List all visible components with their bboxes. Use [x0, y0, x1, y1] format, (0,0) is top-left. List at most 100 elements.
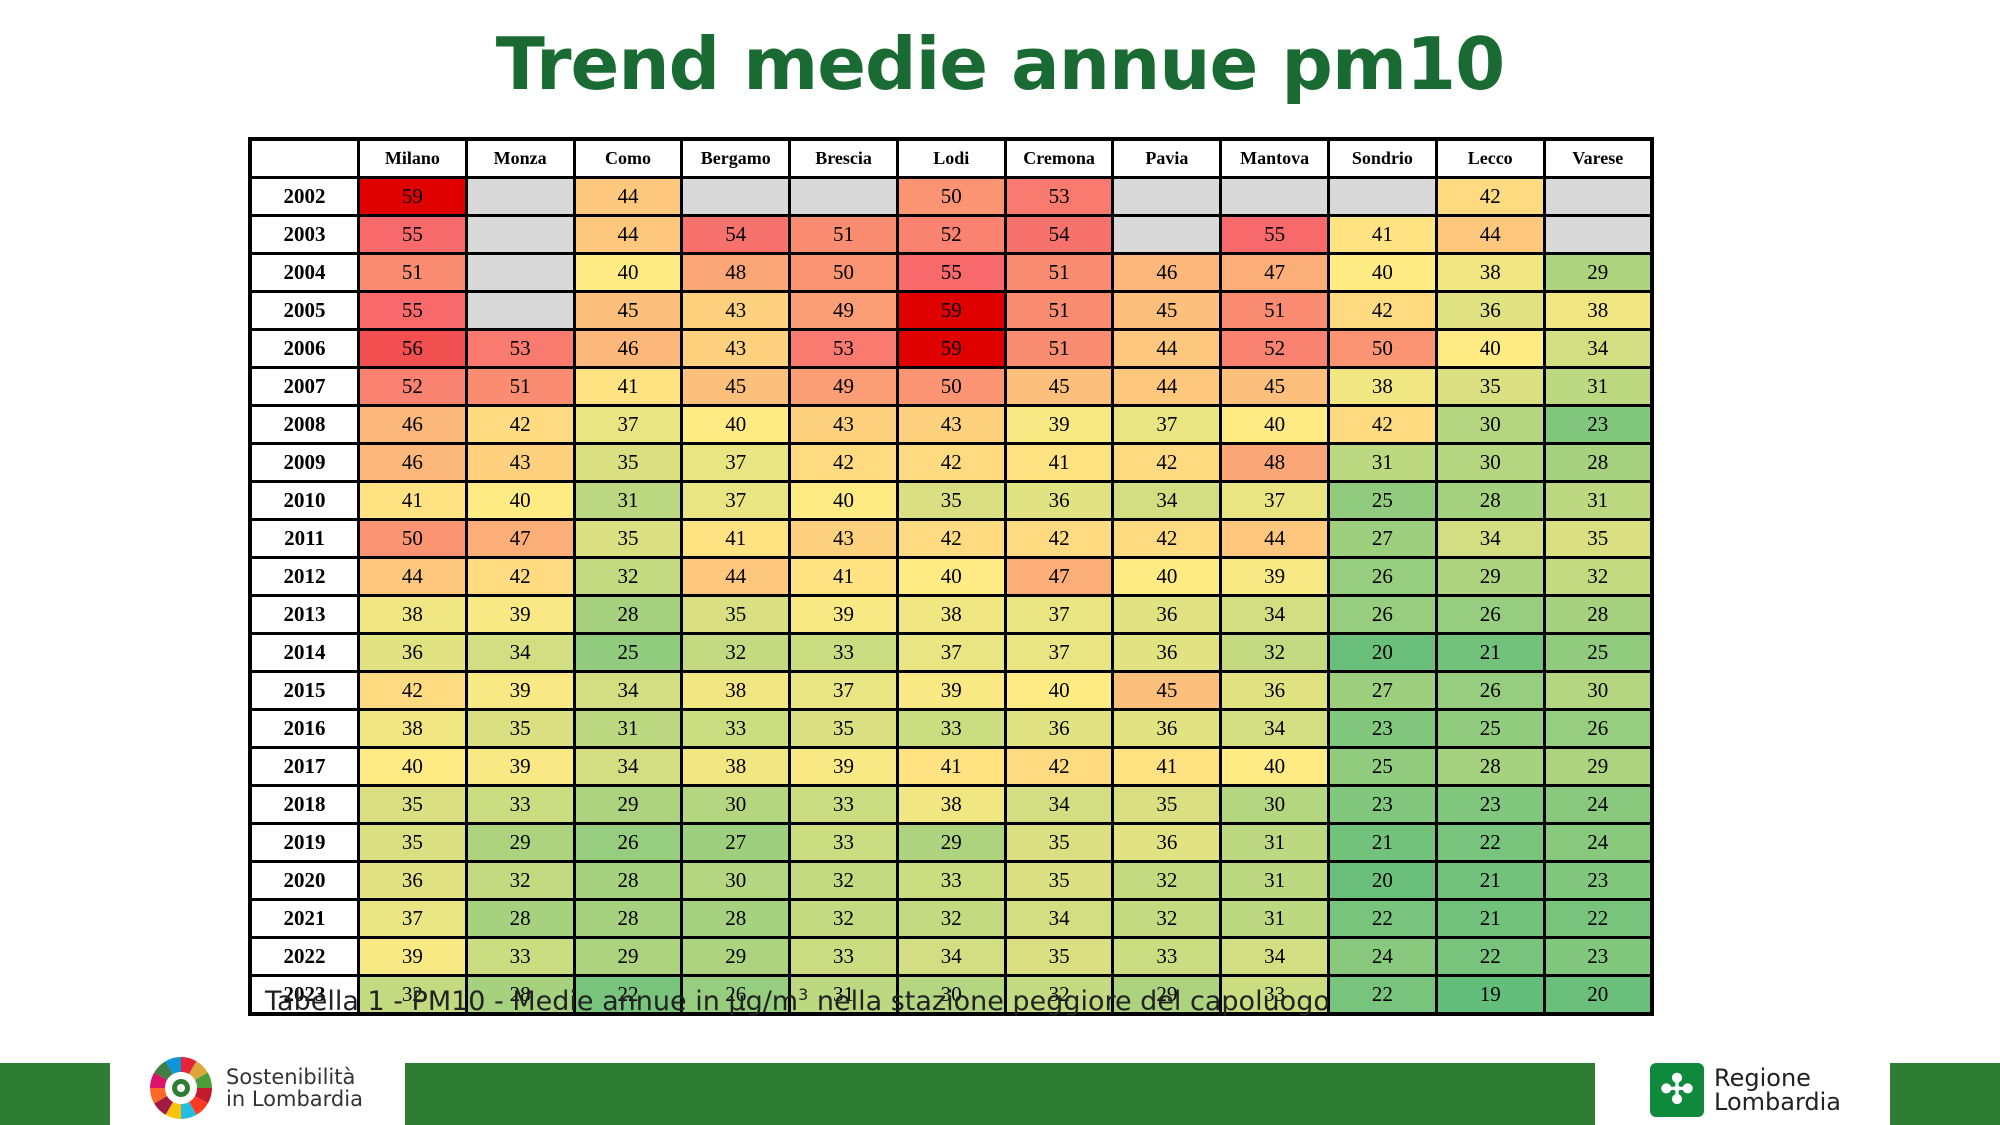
- heatmap-cell: 41: [1003, 442, 1115, 483]
- heatmap-cell: 36: [1434, 290, 1546, 331]
- table-row: 2004 51 40 48 50 55 51 46 47 40 38 29: [248, 252, 1654, 293]
- heatmap-cell: 39: [464, 746, 576, 787]
- heatmap-cell: 44: [572, 176, 684, 217]
- table-row: 2009 46 43 35 37 42 42 41 42 48 31 30 28: [248, 442, 1654, 483]
- heatmap-cell: 37: [1111, 404, 1223, 445]
- column-header-lecco: Lecco: [1434, 137, 1546, 179]
- heatmap-cell: 53: [788, 328, 899, 369]
- heatmap-cell: 59: [357, 176, 468, 217]
- heatmap-cell: 42: [895, 442, 1007, 483]
- heatmap-cell: [1542, 176, 1654, 217]
- heatmap-cell: 25: [572, 632, 684, 673]
- heatmap-cell: 28: [1434, 746, 1546, 787]
- heatmap-cell: [1542, 214, 1654, 255]
- heatmap-cell: 40: [464, 480, 576, 521]
- table-row: 2005 55 45 43 49 59 51 45 51 42 36 38: [248, 290, 1654, 331]
- column-header-como: Como: [572, 137, 684, 179]
- year-label: 2021: [248, 898, 360, 939]
- heatmap-cell: [1219, 176, 1331, 217]
- year-label: 2023: [248, 974, 360, 1016]
- heatmap-cell: 45: [572, 290, 684, 331]
- heatmap-cell: 45: [1111, 670, 1223, 711]
- heatmap-cell: 22: [1434, 822, 1546, 863]
- heatmap-cell: 26: [1327, 594, 1438, 635]
- heatmap-cell: 26: [1327, 556, 1438, 597]
- heatmap-cell: 55: [1219, 214, 1331, 255]
- table-caption: Tabella 1 - PM10 - Medie annue in µg/m3 …: [265, 985, 1330, 1017]
- heatmap-cell: 36: [1111, 822, 1223, 863]
- heatmap-cell: 40: [357, 746, 468, 787]
- heatmap-cell: 39: [464, 594, 576, 635]
- heatmap-cell: 33: [1219, 974, 1331, 1016]
- heatmap-cell: 28: [1434, 480, 1546, 521]
- heatmap-cell: 52: [1219, 328, 1331, 369]
- heatmap-cell: 30: [680, 860, 792, 901]
- heatmap-cell: 22: [1327, 974, 1438, 1016]
- heatmap-cell: 35: [895, 480, 1007, 521]
- heatmap-cell: 31: [572, 708, 684, 749]
- footer-bar-left: [0, 1063, 110, 1125]
- heatmap-cell: 37: [788, 670, 899, 711]
- heatmap-cell: [464, 176, 576, 217]
- heatmap-cell: 29: [1434, 556, 1546, 597]
- heatmap-cell: 34: [572, 670, 684, 711]
- heatmap-cell: 32: [788, 898, 899, 939]
- heatmap-cell: 45: [1219, 366, 1331, 407]
- logo-right-line1: Regione: [1714, 1064, 1811, 1092]
- column-header-monza: Monza: [464, 137, 576, 179]
- heatmap-cell: 46: [357, 442, 468, 483]
- heatmap-cell: 35: [1003, 860, 1115, 901]
- year-label: 2017: [248, 746, 360, 787]
- heatmap-cell: 39: [788, 594, 899, 635]
- heatmap-cell: [680, 176, 792, 217]
- heatmap-cell: 56: [357, 328, 468, 369]
- heatmap-cell: 26: [1434, 670, 1546, 711]
- heatmap-cell: 46: [1111, 252, 1223, 293]
- heatmap-cell: 34: [1003, 898, 1115, 939]
- column-header-milano: Milano: [357, 137, 468, 179]
- heatmap-cell: 31: [788, 974, 899, 1016]
- heatmap-cell: 40: [1219, 404, 1331, 445]
- table-row: 2016 38 35 31 33 35 33 36 36 34 23 25 26: [248, 708, 1654, 749]
- heatmap-cell: 23: [1434, 784, 1546, 825]
- heatmap-cell: 45: [1111, 290, 1223, 331]
- heatmap-cell: 23: [1327, 708, 1438, 749]
- heatmap-cell: 29: [572, 936, 684, 977]
- heatmap-cell: 20: [1327, 860, 1438, 901]
- heatmap-cell: 35: [357, 784, 468, 825]
- heatmap-cell: 39: [464, 670, 576, 711]
- heatmap-cell: 44: [357, 556, 468, 597]
- heatmap-cell: 47: [1003, 556, 1115, 597]
- heatmap-cell: 49: [788, 366, 899, 407]
- column-header-varese: Varese: [1542, 137, 1654, 179]
- table-row: 2022 39 33 29 29 33 34 35 33 34 24 22 23: [248, 936, 1654, 977]
- sostenibilita-logo: Sostenibilità in Lombardia: [148, 1055, 363, 1121]
- heatmap-cell: 23: [1542, 404, 1654, 445]
- logo-right-line2: Lombardia: [1714, 1088, 1842, 1116]
- heatmap-cell: 59: [895, 328, 1007, 369]
- table-row: 2019 35 29 26 27 33 29 35 36 31 21 22 24: [248, 822, 1654, 863]
- heatmap-cell: 32: [1003, 974, 1115, 1016]
- year-label: 2008: [248, 404, 360, 445]
- heatmap-cell: 37: [1219, 480, 1331, 521]
- table-row: 2002 59 44 50 53 42: [248, 176, 1654, 217]
- heatmap-cell: 35: [1542, 518, 1654, 559]
- table-header-row: Milano Monza Como Bergamo Brescia Lodi Cremona…: [248, 137, 1654, 179]
- heatmap-cell: 35: [1003, 822, 1115, 863]
- heatmap-cell: 40: [1327, 252, 1438, 293]
- heatmap-cell: 27: [1327, 518, 1438, 559]
- heatmap-cell: 42: [788, 442, 899, 483]
- heatmap-cell: 49: [788, 290, 899, 331]
- column-header-bergamo: Bergamo: [680, 137, 792, 179]
- heatmap-cell: [464, 214, 576, 255]
- heatmap-cell: 33: [895, 860, 1007, 901]
- heatmap-cell: 44: [1434, 214, 1546, 255]
- heatmap-cell: 30: [1219, 784, 1331, 825]
- heatmap-cell: 35: [357, 822, 468, 863]
- heatmap-cell: 21: [1327, 822, 1438, 863]
- heatmap-cell: 38: [357, 594, 468, 635]
- heatmap-cell: 53: [464, 328, 576, 369]
- heatmap-cell: 29: [464, 822, 576, 863]
- heatmap-cell: [464, 252, 576, 293]
- heatmap-cell: 26: [572, 822, 684, 863]
